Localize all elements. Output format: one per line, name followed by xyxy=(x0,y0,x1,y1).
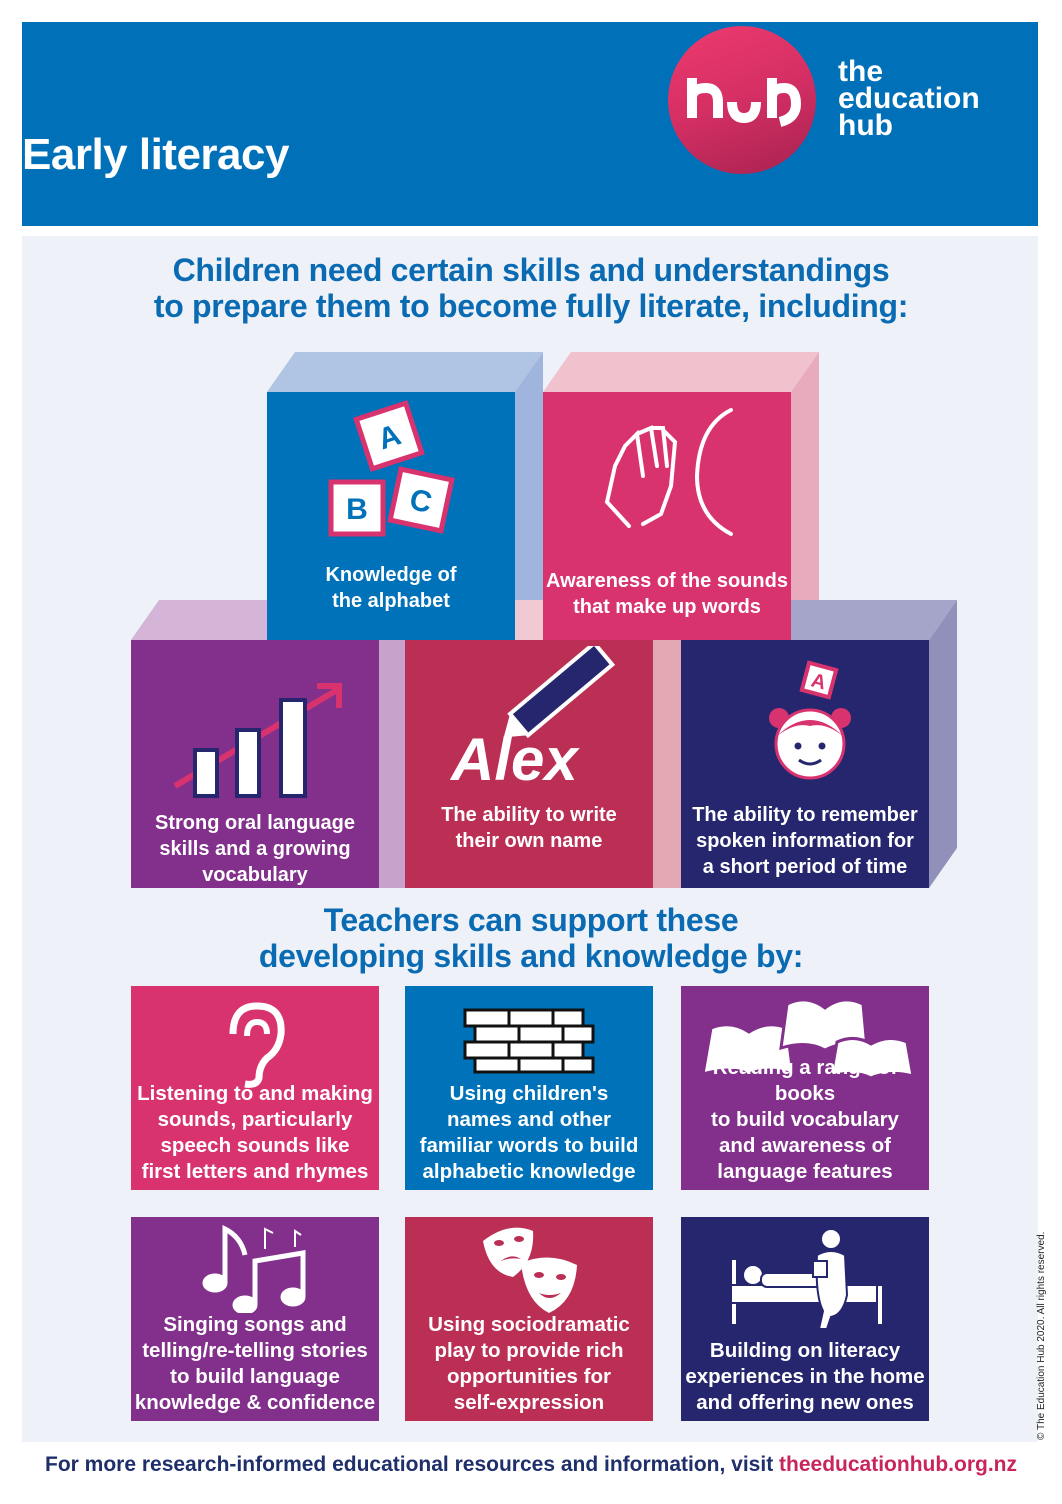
footer: For more research-informed educational r… xyxy=(0,1453,1062,1477)
heading-line: developing skills and knowledge by: xyxy=(258,938,804,974)
theatre-masks-icon xyxy=(483,1227,577,1313)
skill-label: Knowledge of the alphabet xyxy=(325,564,457,612)
support-sociodramatic: Using sociodramatic play to provide rich o… xyxy=(405,1217,653,1421)
support-reading: Reading a range of books to build vocabul… xyxy=(681,986,929,1190)
support-label: Using sociodramatic play to provide rich o… xyxy=(428,1313,630,1414)
pencil-writing-icon: Alex xyxy=(449,646,616,786)
hub-logo-mark xyxy=(668,26,816,174)
written-name: Alex xyxy=(449,726,580,786)
cube-side-alphabet xyxy=(515,352,543,640)
skill-oral-language: Strong oral language skills and a growing… xyxy=(131,640,379,888)
skill-write-name: Alex The ability to write their own name xyxy=(405,640,653,888)
skill-remember: A The ability to remember spoken informat… xyxy=(681,640,929,888)
svg-text:A: A xyxy=(809,669,829,694)
svg-text:B: B xyxy=(346,493,368,526)
support-home: Building on literacy experiences in the h… xyxy=(681,1217,929,1421)
cube-side-remember xyxy=(929,600,957,888)
logo-line: education xyxy=(838,82,980,115)
footer-text: For more research-informed educational r… xyxy=(45,1453,780,1476)
heading-line: Teachers can support these xyxy=(323,902,739,938)
skills-heading: Children need certain skills and underst… xyxy=(0,252,1062,324)
cube-side-write xyxy=(653,640,681,888)
skill-label: The ability to remember spoken informatio… xyxy=(692,804,918,878)
cube-side-oral xyxy=(379,640,405,888)
cube-side-sounds xyxy=(791,352,819,640)
cube-top-write xyxy=(515,600,543,640)
child-remembering-icon: A xyxy=(769,660,851,780)
heading-line: Children need certain skills and underst… xyxy=(172,252,890,288)
support-label: Building on literacy experiences in the h… xyxy=(685,1339,925,1414)
bedtime-reading-icon xyxy=(730,1228,884,1330)
page-title: Early literacy xyxy=(22,130,289,179)
header-banner xyxy=(22,22,1038,226)
clapping-hand-icon xyxy=(604,408,733,536)
cube-top-oral xyxy=(131,600,267,640)
cube-shading xyxy=(131,352,957,888)
ear-icon xyxy=(229,1002,285,1088)
support-heading: Teachers can support these developing sk… xyxy=(0,902,1062,974)
cube-top-remember xyxy=(791,600,957,640)
skill-label: The ability to write their own name xyxy=(441,804,617,852)
skill-sounds: Awareness of the sounds that make up word… xyxy=(543,392,791,640)
support-listening: Listening to and making sounds, particula… xyxy=(131,986,379,1190)
abc-blocks-icon: A B C xyxy=(328,400,455,537)
website-link[interactable]: theeducationhub.org.nz xyxy=(779,1453,1017,1476)
support-label: Listening to and making sounds, particula… xyxy=(137,1082,373,1183)
growth-bar-chart-icon xyxy=(173,683,342,798)
logo-line: hub xyxy=(838,109,893,142)
open-books-icon xyxy=(701,998,915,1080)
skill-alphabet: A B C Knowledge of the alphabet xyxy=(267,392,515,640)
music-notes-icon xyxy=(202,1224,306,1313)
cube-top-sounds xyxy=(543,352,819,392)
copyright-notice: © The Education Hub 2020. All rights res… xyxy=(1036,1231,1047,1440)
cube-top-alphabet xyxy=(267,352,543,392)
hub-logo-icon xyxy=(687,78,802,127)
skill-label: Strong oral language skills and a growing… xyxy=(154,812,356,886)
support-names: Using children's names and other familiar … xyxy=(405,986,653,1190)
logo-text: the education hub xyxy=(838,55,980,142)
support-label: Singing songs and telling/re-telling stor… xyxy=(134,1313,376,1414)
support-label: Using children's names and other familiar … xyxy=(419,1082,639,1183)
skill-label: Awareness of the sounds that make up word… xyxy=(546,570,788,618)
support-label: Reading a range of books to build vocabul… xyxy=(711,1056,899,1183)
logo-line: the xyxy=(838,55,883,88)
heading-line: to prepare them to become fully literate… xyxy=(153,288,909,324)
brick-wall-icon xyxy=(463,1008,595,1074)
support-singing: Singing songs and telling/re-telling stor… xyxy=(131,1217,379,1421)
